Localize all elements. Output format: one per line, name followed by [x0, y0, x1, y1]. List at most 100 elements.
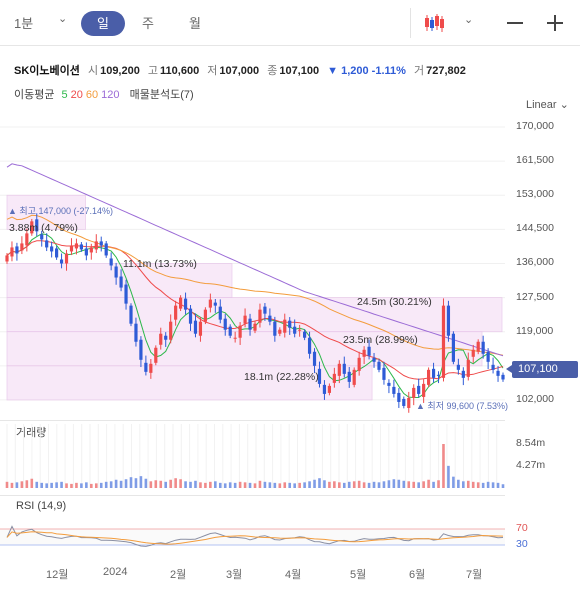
volume-bar [476, 482, 480, 488]
volume-bar [427, 479, 430, 488]
timeframe-week-button[interactable]: 주 [142, 16, 154, 31]
candle [461, 367, 465, 386]
candle-body [466, 359, 470, 377]
volume-bar [223, 483, 227, 488]
volume-bar [397, 479, 401, 488]
candle-body [273, 321, 277, 336]
volume-profile-label: 23.5m (28.99%) [343, 334, 418, 346]
volume-bar [139, 476, 143, 488]
volume-bar [362, 482, 366, 488]
moving-average-legend[interactable]: 이동평균 5 20 60 120 매물분석도(7) [14, 86, 198, 102]
close-label: 종 [267, 65, 278, 77]
timeframe-month-button[interactable]: 월 [189, 16, 201, 31]
volume-bar [422, 481, 425, 488]
candle [402, 396, 406, 409]
candle [303, 329, 307, 341]
volume-bar [486, 481, 490, 488]
price-chart[interactable]: 3.88m (4.79%) 11.1m (13.73%) 24.5m (30.21%… [0, 115, 580, 420]
price-tick-label: 127,500 [516, 290, 554, 303]
candle-body [486, 351, 490, 362]
candle [412, 384, 416, 406]
volume-bar [99, 482, 103, 488]
candlestick-icon[interactable] [424, 13, 446, 33]
candle-body [362, 349, 366, 357]
candle [298, 324, 302, 337]
candle [109, 252, 113, 271]
candle [337, 360, 341, 384]
chart-type-chevron-icon[interactable]: ⌄ [464, 14, 474, 26]
candle [169, 314, 173, 344]
high-label: 고 [147, 65, 159, 77]
candle-body [382, 367, 386, 380]
candle-body [303, 331, 307, 338]
candle [307, 331, 312, 359]
volume-bar [35, 481, 39, 488]
zoom-in-icon[interactable] [554, 15, 556, 31]
volume-bar [184, 481, 187, 488]
price-tick-label: 136,000 [516, 256, 554, 269]
candle [59, 253, 64, 269]
chevron-down-icon[interactable]: ⌄ [58, 13, 68, 25]
candle [129, 303, 133, 327]
high-value: 110,600 [160, 65, 200, 77]
volume-profile-label: 11.1m (13.73%) [123, 258, 197, 270]
price-tick-label: 102,000 [516, 392, 554, 405]
candle [188, 305, 193, 331]
price-tick-label: 170,000 [516, 120, 554, 133]
candle [104, 241, 108, 258]
volume-bar [233, 482, 237, 488]
candle [441, 298, 446, 382]
candle-body [30, 221, 34, 234]
candle-body [471, 349, 475, 357]
candle [486, 348, 490, 370]
candle [124, 279, 128, 310]
scale-selector[interactable]: Linear ⌄ [526, 99, 569, 111]
candle [25, 228, 29, 252]
zoom-out-button[interactable] [507, 22, 523, 24]
candle-body [412, 387, 416, 398]
volume-bar [94, 483, 98, 488]
timeframe-day-button[interactable]: 일 [81, 11, 125, 36]
candle-body [258, 309, 262, 323]
volume-bar [40, 482, 44, 488]
change-value: ▼ 1,200 -1.11% [327, 65, 406, 77]
timeframe-minute-button[interactable]: 1분 [14, 16, 34, 31]
candle [69, 238, 74, 256]
volume-bar [308, 481, 311, 488]
candle-body [45, 240, 49, 248]
volume-bar [347, 481, 351, 488]
volume-bar [328, 481, 331, 488]
moving-average-periods: 5 20 60 120 [62, 89, 123, 101]
volume-bar [85, 482, 88, 488]
candle [248, 313, 252, 336]
candle [392, 379, 396, 398]
volume-bar [357, 480, 361, 488]
candle-body [183, 298, 188, 310]
volume-bar [65, 483, 68, 488]
candle-body [481, 341, 485, 354]
candle-body [298, 329, 302, 331]
volume-bar [30, 478, 34, 488]
candle [288, 317, 292, 335]
volume-chart[interactable] [0, 420, 580, 490]
candle-body [124, 284, 128, 304]
ma-period-5: 5 [61, 89, 68, 101]
candle-body [402, 398, 406, 406]
candle-body [64, 253, 69, 264]
rsi-chart[interactable] [0, 495, 580, 560]
candle [213, 299, 217, 313]
volume-bar [253, 483, 257, 488]
volume-bar [80, 483, 83, 488]
ma-line-120 [6, 163, 504, 357]
candle-body [436, 374, 441, 376]
volume-bar [323, 480, 326, 488]
volume-bar [109, 481, 113, 488]
candle [203, 307, 207, 325]
candle-body [357, 357, 361, 371]
volume-bar [263, 481, 267, 488]
volume-bar [377, 482, 381, 488]
volume-bar [179, 479, 182, 488]
candle-body [387, 382, 391, 386]
candle [183, 292, 188, 315]
candle-body [461, 370, 465, 378]
